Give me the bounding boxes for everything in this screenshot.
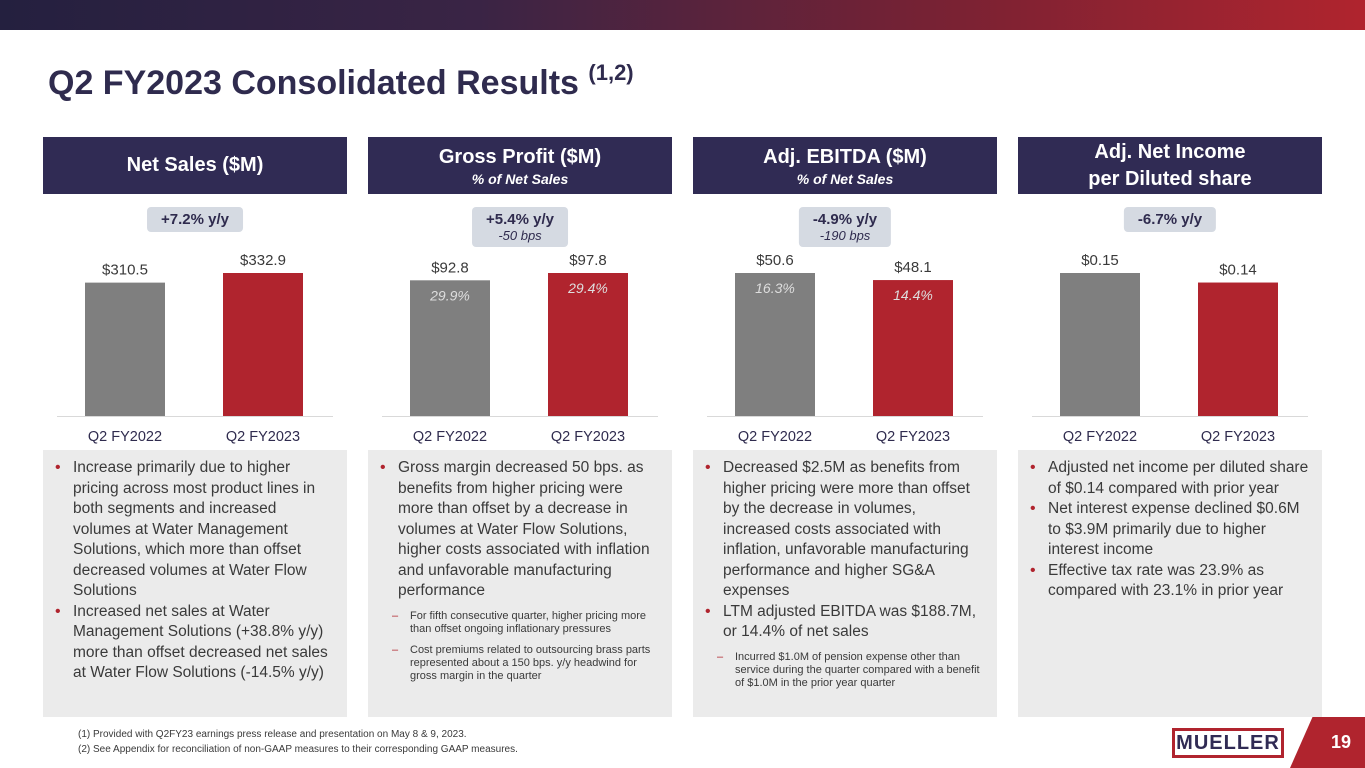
bar-pct-label: 29.9% — [429, 287, 470, 303]
sub-bullet-point: Cost premiums related to outsourcing bra… — [380, 644, 660, 683]
page-title: Q2 FY2023 Consolidated Results (1,2) — [48, 60, 634, 103]
top-gradient-bar — [0, 0, 1365, 30]
notes-panel: Decreased $2.5M as benefits from higher … — [693, 450, 997, 717]
x-axis-tick-label: Q2 FY2023 — [876, 429, 950, 445]
yoy-badge-sub: -50 bps — [498, 228, 542, 243]
bullet-point: LTM adjusted EBITDA was $188.7M, or 14.4… — [705, 602, 985, 643]
net-sales-column: Net Sales ($M) +7.2% y/y $310.5 Q2 FY2022… — [43, 137, 347, 717]
bar-value-label: $48.1 — [894, 259, 932, 276]
adj-net-income-column: Adj. Net Income per Diluted share -6.7% … — [1018, 137, 1322, 717]
bar-pct-label: 16.3% — [755, 280, 795, 296]
bar-value-label: $97.8 — [569, 252, 607, 269]
bar-chart-svg: $0.15 Q2 FY2022 $0.14 Q2 FY2023 — [1032, 252, 1308, 445]
yoy-badge-main: +5.4% y/y — [486, 211, 554, 228]
bullet-point: Increase primarily due to higher pricing… — [55, 458, 335, 602]
column-header: Net Sales ($M) — [43, 137, 347, 194]
column-header: Adj. Net Income per Diluted share — [1018, 137, 1322, 194]
page-number: 19 — [1330, 732, 1351, 752]
bullet-point: Net interest expense declined $0.6M to $… — [1030, 499, 1310, 561]
footnote-2: (2) See Appendix for reconciliation of n… — [78, 744, 518, 755]
page-title-footnote-ref: (1,2) — [588, 60, 634, 85]
bar-q2-fy2022 — [735, 273, 815, 416]
x-axis-tick-label: Q2 FY2022 — [738, 429, 812, 445]
yoy-badge-main: -4.9% y/y — [812, 211, 878, 228]
page-title-text: Q2 FY2023 Consolidated Results — [48, 64, 579, 102]
column-header-subtitle: % of Net Sales — [796, 170, 894, 187]
bar-q2-fy2023 — [873, 280, 953, 416]
column-header-title: Net Sales ($M) — [126, 154, 264, 176]
bullet-point: Effective tax rate was 23.9% as compared… — [1030, 561, 1310, 602]
bullet-point: Adjusted net income per diluted share of… — [1030, 458, 1310, 499]
x-axis-tick-label: Q2 FY2023 — [551, 429, 625, 445]
bar-pct-label: 14.4% — [893, 287, 933, 303]
bar-q2-fy2023 — [1198, 282, 1278, 416]
sub-bullet-point: For fifth consecutive quarter, higher pr… — [380, 610, 660, 636]
bullet-point: Decreased $2.5M as benefits from higher … — [705, 458, 985, 602]
bar-value-label: $50.6 — [756, 252, 794, 269]
x-axis-tick-label: Q2 FY2023 — [1201, 429, 1275, 445]
bar-chart-svg: $50.6 16.3% Q2 FY2022 $48.1 14.4% Q2 FY2023 — [707, 252, 983, 445]
page-number-box: 19 — [1290, 717, 1365, 768]
x-axis-tick-label: Q2 FY2022 — [88, 429, 162, 445]
yoy-badge: +7.2% y/y — [147, 207, 243, 232]
bar-chart-svg: $310.5 Q2 FY2022 $332.9 Q2 FY2023 — [57, 252, 333, 445]
bar-value-label: $0.15 — [1081, 252, 1119, 269]
notes-panel: Adjusted net income per diluted share of… — [1018, 450, 1322, 717]
mueller-logo: MUELLER — [1172, 728, 1284, 758]
adj-ebitda-column: Adj. EBITDA ($M) % of Net Sales -4.9% y/… — [693, 137, 997, 717]
column-header: Adj. EBITDA ($M) % of Net Sales — [693, 137, 997, 194]
notes-panel: Increase primarily due to higher pricing… — [43, 450, 347, 717]
bar-q2-fy2023 — [223, 273, 303, 416]
bar-q2-fy2022 — [1060, 273, 1140, 416]
bar-value-label: $332.9 — [240, 252, 286, 269]
yoy-badge-sub: -190 bps — [819, 228, 871, 243]
x-axis-tick-label: Q2 FY2022 — [413, 429, 487, 445]
bar-value-label: $0.14 — [1219, 262, 1257, 279]
yoy-badge: -4.9% y/y -190 bps — [798, 207, 892, 247]
bar-value-label: $310.5 — [102, 262, 148, 279]
bullet-point: Gross margin decreased 50 bps. as benefi… — [380, 458, 660, 602]
notes-panel: Gross margin decreased 50 bps. as benefi… — [368, 450, 672, 717]
yoy-badge: +5.4% y/y -50 bps — [472, 207, 568, 247]
bar-pct-label: 29.4% — [567, 280, 608, 296]
bar-chart-svg: $92.8 29.9% Q2 FY2022 $97.8 29.4% Q2 FY2023 — [382, 252, 658, 445]
x-axis-tick-label: Q2 FY2022 — [1063, 429, 1137, 445]
gross-profit-chart: $92.8 29.9% Q2 FY2022 $97.8 29.4% Q2 FY2023 — [368, 242, 672, 452]
column-header-title: Gross Profit ($M) — [438, 145, 602, 168]
column-header-title: Adj. EBITDA ($M) — [763, 145, 927, 168]
gross-profit-column: Gross Profit ($M) % of Net Sales +5.4% y… — [368, 137, 672, 717]
column-header: Gross Profit ($M) % of Net Sales — [368, 137, 672, 194]
yoy-badge-main: +7.2% y/y — [161, 211, 229, 228]
bar-value-label: $92.8 — [431, 259, 469, 276]
column-header-title: Adj. Net Income — [1094, 140, 1246, 163]
net-sales-chart: $310.5 Q2 FY2022 $332.9 Q2 FY2023 — [43, 242, 347, 452]
adj-net-income-chart: $0.15 Q2 FY2022 $0.14 Q2 FY2023 — [1018, 242, 1322, 452]
column-header-subtitle: % of Net Sales — [471, 170, 569, 187]
footnotes: (1) Provided with Q2FY23 earnings press … — [78, 727, 518, 757]
yoy-badge: -6.7% y/y — [1123, 207, 1217, 232]
yoy-badge-main: -6.7% y/y — [1137, 211, 1203, 228]
logo-text: MUELLER — [1176, 731, 1280, 754]
sub-bullet-point: Incurred $1.0M of pension expense other … — [705, 651, 985, 690]
column-header-title-line2: per Diluted share — [1088, 167, 1252, 190]
footnote-1: (1) Provided with Q2FY23 earnings press … — [78, 729, 467, 740]
bar-q2-fy2022 — [85, 282, 165, 416]
bar-q2-fy2023 — [548, 273, 628, 416]
bullet-point: Increased net sales at Water Management … — [55, 602, 335, 684]
x-axis-tick-label: Q2 FY2023 — [226, 429, 300, 445]
adj-ebitda-chart: $50.6 16.3% Q2 FY2022 $48.1 14.4% Q2 FY2023 — [693, 242, 997, 452]
bar-q2-fy2022 — [410, 280, 490, 416]
